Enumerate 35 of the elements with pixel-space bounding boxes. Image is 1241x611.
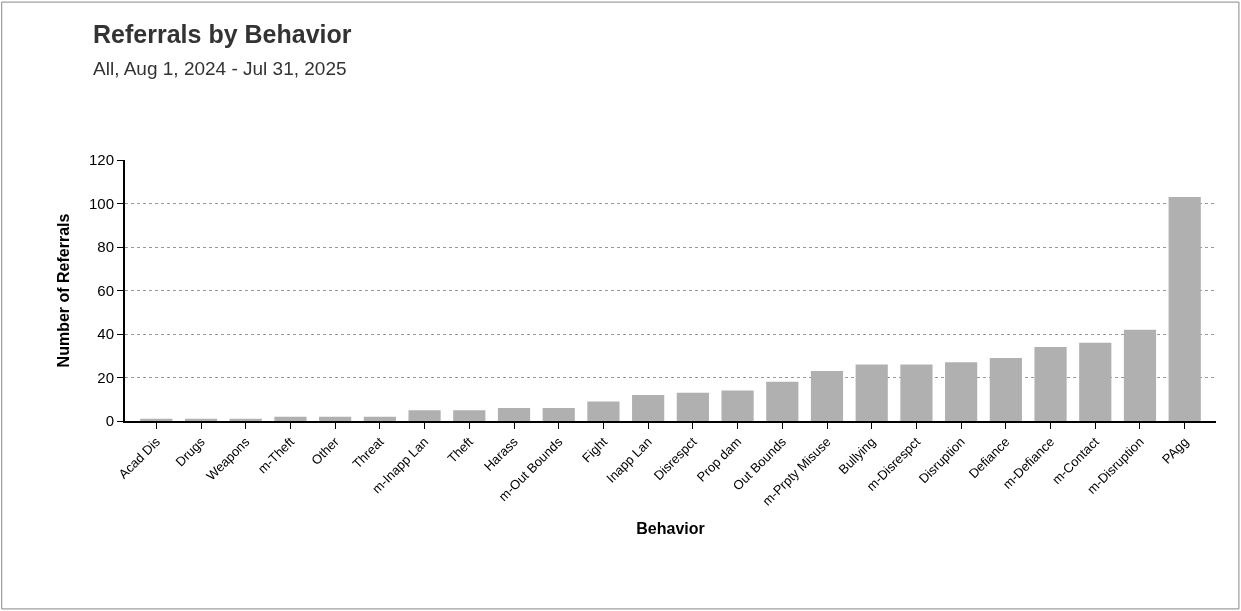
y-tick-label: 120 (88, 151, 114, 169)
bar (184, 418, 218, 421)
y-axis-title: Number of Referrals (55, 213, 73, 368)
bar (632, 394, 665, 421)
bar (900, 364, 933, 421)
bar (587, 401, 620, 421)
bar (1034, 347, 1067, 421)
y-tick-label: 80 (97, 238, 114, 256)
bar (810, 370, 844, 421)
bar (1079, 342, 1112, 421)
bar (319, 416, 352, 421)
y-tick-label: 100 (88, 194, 114, 212)
bar (274, 416, 307, 421)
bar (766, 381, 799, 421)
bar (497, 407, 531, 421)
bar (229, 418, 262, 421)
bar (676, 392, 709, 421)
chart-title: Referrals by Behavior (93, 19, 352, 48)
bar (855, 364, 888, 421)
bar (989, 357, 1022, 421)
bar (363, 416, 396, 421)
bar (453, 410, 486, 421)
x-axis-title: Behavior (636, 519, 705, 537)
bar (1123, 329, 1157, 421)
chart-subtitle: All, Aug 1, 2024 - Jul 31, 2025 (93, 58, 347, 80)
bar (408, 410, 441, 421)
bar (721, 390, 754, 421)
y-tick-label: 20 (97, 368, 114, 386)
bar (140, 418, 173, 421)
bar (945, 362, 978, 421)
y-tick-label: 40 (97, 325, 114, 343)
bar (1168, 196, 1201, 421)
y-tick-label: 0 (105, 412, 114, 430)
y-tick-label: 60 (97, 281, 114, 299)
bar (542, 407, 575, 421)
